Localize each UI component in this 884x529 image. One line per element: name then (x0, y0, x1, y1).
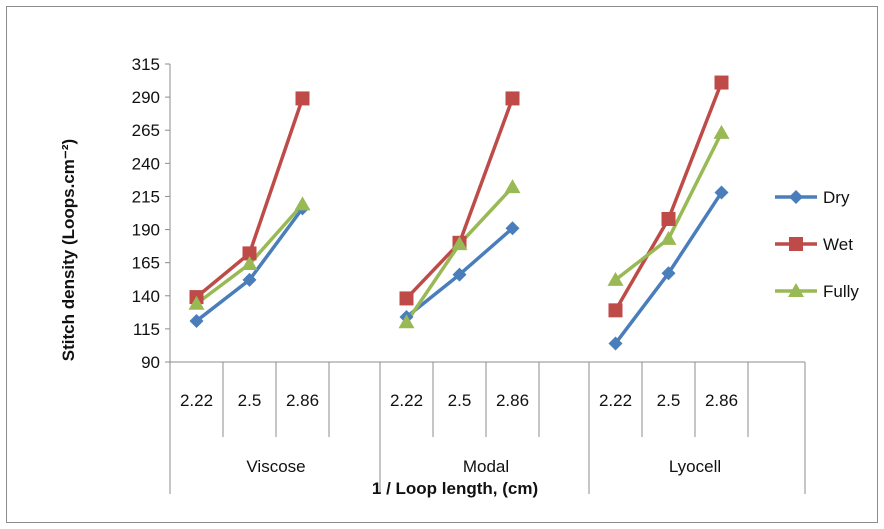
y-tick-label: 165 (132, 254, 160, 273)
group-label: Lyocell (669, 457, 721, 476)
legend-label-fully: Fully (823, 282, 859, 301)
data-point-fully (504, 179, 521, 194)
legend-marker-fully (788, 283, 804, 297)
data-point-dry (608, 336, 623, 351)
group-label: Modal (463, 457, 509, 476)
x-tick-label: 2.86 (496, 391, 529, 410)
x-tick-label: 2.86 (705, 391, 738, 410)
plot-lines (195, 81, 724, 345)
x-tick-label: 2.86 (286, 391, 319, 410)
x-tick-label: 2.5 (448, 391, 472, 410)
x-axis-title: 1 / Loop length, (cm) (372, 479, 538, 498)
plot-markers (188, 75, 730, 351)
legend-marker-wet (789, 237, 803, 251)
data-point-fully (294, 196, 311, 211)
y-tick-label: 190 (132, 221, 160, 240)
legend-label-wet: Wet (823, 235, 853, 254)
data-point-dry (505, 221, 520, 236)
legend: Dry Wet Fully (775, 188, 859, 301)
data-point-wet (661, 211, 676, 226)
data-point-wet (399, 291, 414, 306)
data-point-fully (451, 236, 468, 251)
y-tick-label: 265 (132, 121, 160, 140)
x-tick-label: 2.22 (180, 391, 213, 410)
y-tick-label: 290 (132, 88, 160, 107)
data-point-fully (398, 314, 415, 329)
group-label: Viscose (246, 457, 305, 476)
data-point-wet (714, 75, 729, 90)
legend-marker-dry (789, 190, 803, 204)
data-point-dry (661, 266, 676, 281)
data-point-wet (505, 91, 520, 106)
data-point-fully (607, 271, 624, 286)
y-tick-label: 240 (132, 154, 160, 173)
data-point-fully (713, 124, 730, 139)
data-point-fully (241, 255, 258, 270)
data-point-dry (189, 313, 204, 328)
x-tick-label: 2.22 (599, 391, 632, 410)
y-tick-label: 115 (133, 320, 160, 339)
data-point-fully (188, 295, 205, 310)
stitch-density-chart: 90 115 140 165 190 215 240 265 290 315 2.22 2.5 2.8… (59, 55, 859, 498)
x-tick-label: 2.22 (390, 391, 423, 410)
category-labels: 2.22 2.5 2.86 Viscose 2.22 2.5 2.86 Modal 2.22 2.… (169, 362, 806, 494)
data-point-fully (660, 230, 677, 245)
data-point-dry (714, 185, 729, 200)
data-point-wet (608, 303, 623, 318)
y-tick-label: 215 (132, 187, 160, 206)
data-point-dry (242, 272, 257, 287)
chart-frame: 90 115 140 165 190 215 240 265 290 315 2.22 2.5 2.8… (6, 6, 878, 523)
data-point-wet (295, 91, 310, 106)
x-tick-label: 2.5 (657, 391, 681, 410)
data-point-wet (242, 246, 257, 261)
axes: 90 115 140 165 190 215 240 265 290 315 (132, 55, 805, 372)
series-line-fully (614, 132, 724, 282)
y-tick-label: 140 (132, 287, 160, 306)
y-tick-label: 90 (141, 353, 160, 372)
x-tick-label: 2.5 (238, 391, 262, 410)
data-point-dry (452, 267, 467, 282)
y-tick-label: 315 (132, 55, 160, 74)
y-axis-title: Stitch density (Loops.cm⁻²) (59, 139, 78, 361)
legend-label-dry: Dry (823, 188, 850, 207)
series-line-fully (405, 185, 514, 324)
